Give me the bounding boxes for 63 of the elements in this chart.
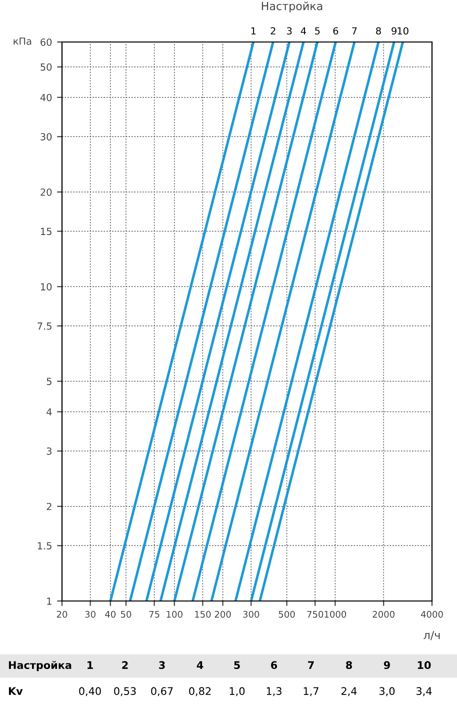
x-tick-label: 50 — [120, 610, 132, 618]
text: 4 — [196, 661, 204, 669]
text: 0,53 — [114, 687, 136, 696]
text: Kv — [8, 687, 23, 695]
y-tick-label: 4 — [46, 408, 52, 416]
x-tick-label: 750 — [307, 610, 324, 618]
text: 5 — [234, 661, 240, 670]
series-label: 3 — [287, 27, 292, 35]
text: 3,4 — [416, 687, 432, 696]
y-tick-label: 1 — [47, 598, 52, 605]
text: 0,82 — [189, 687, 211, 696]
y-tick-label: 10 — [40, 283, 52, 290]
text: 2 — [122, 661, 128, 669]
text: 1,7 — [304, 687, 318, 696]
x-tick-label: 100 — [166, 610, 182, 618]
series-label: 1 — [251, 27, 256, 34]
text: 3 — [159, 661, 165, 670]
text: 8 — [346, 661, 352, 670]
series-label: 5 — [315, 27, 320, 35]
y-tick-label: 7.5 — [38, 322, 52, 330]
series-label: 4 — [300, 27, 306, 34]
text: 10 — [418, 661, 431, 670]
x-axis-title: л/ч — [424, 630, 440, 640]
y-tick-label: 5 — [46, 378, 52, 386]
y-tick-label: 1.5 — [38, 542, 52, 550]
y-tick-label: 20 — [40, 188, 52, 196]
x-tick-label: 1000 — [324, 610, 346, 618]
chart-title: Настройка — [262, 2, 322, 12]
x-tick-label: 40 — [105, 610, 116, 618]
series-label: 10 — [398, 27, 408, 35]
x-tick-label: 2000 — [372, 610, 394, 618]
x-tick-label: 300 — [243, 610, 260, 618]
series-label: 6 — [333, 27, 338, 35]
series-label: 7 — [352, 27, 357, 34]
text: 0,67 — [151, 687, 173, 696]
series-label: 8 — [376, 27, 381, 35]
x-tick-label: 30 — [85, 610, 96, 618]
text: 9 — [384, 661, 390, 670]
text: 2,4 — [341, 687, 357, 696]
x-tick-label: 4000 — [420, 610, 443, 618]
text: 1 — [88, 661, 93, 669]
text: 0,40 — [79, 687, 101, 696]
text: Настройка — [8, 660, 72, 672]
x-tick-label: 75 — [149, 611, 160, 618]
y-tick-label: 30 — [40, 133, 52, 140]
y-tick-label: 40 — [40, 94, 52, 102]
y-axis-title: кПа — [14, 38, 32, 45]
x-tick-label: 500 — [278, 610, 295, 618]
series-label: 9 — [392, 27, 396, 35]
y-tick-label: 60 — [40, 38, 52, 46]
y-tick-label: 15 — [40, 228, 52, 236]
y-tick-label: 50 — [40, 63, 52, 71]
y-tick-label: 3 — [46, 447, 52, 455]
y-tick-label: 2 — [46, 502, 52, 510]
text: 6 — [271, 661, 278, 670]
x-tick-label: 200 — [214, 610, 231, 618]
series-label: 2 — [270, 27, 276, 34]
x-tick-label: 150 — [195, 610, 211, 618]
text: 7 — [308, 661, 314, 669]
x-tick-label: 20 — [56, 610, 68, 618]
text: 1,0 — [230, 687, 245, 696]
text: 1,3 — [266, 687, 282, 696]
text: 3,0 — [380, 687, 395, 696]
